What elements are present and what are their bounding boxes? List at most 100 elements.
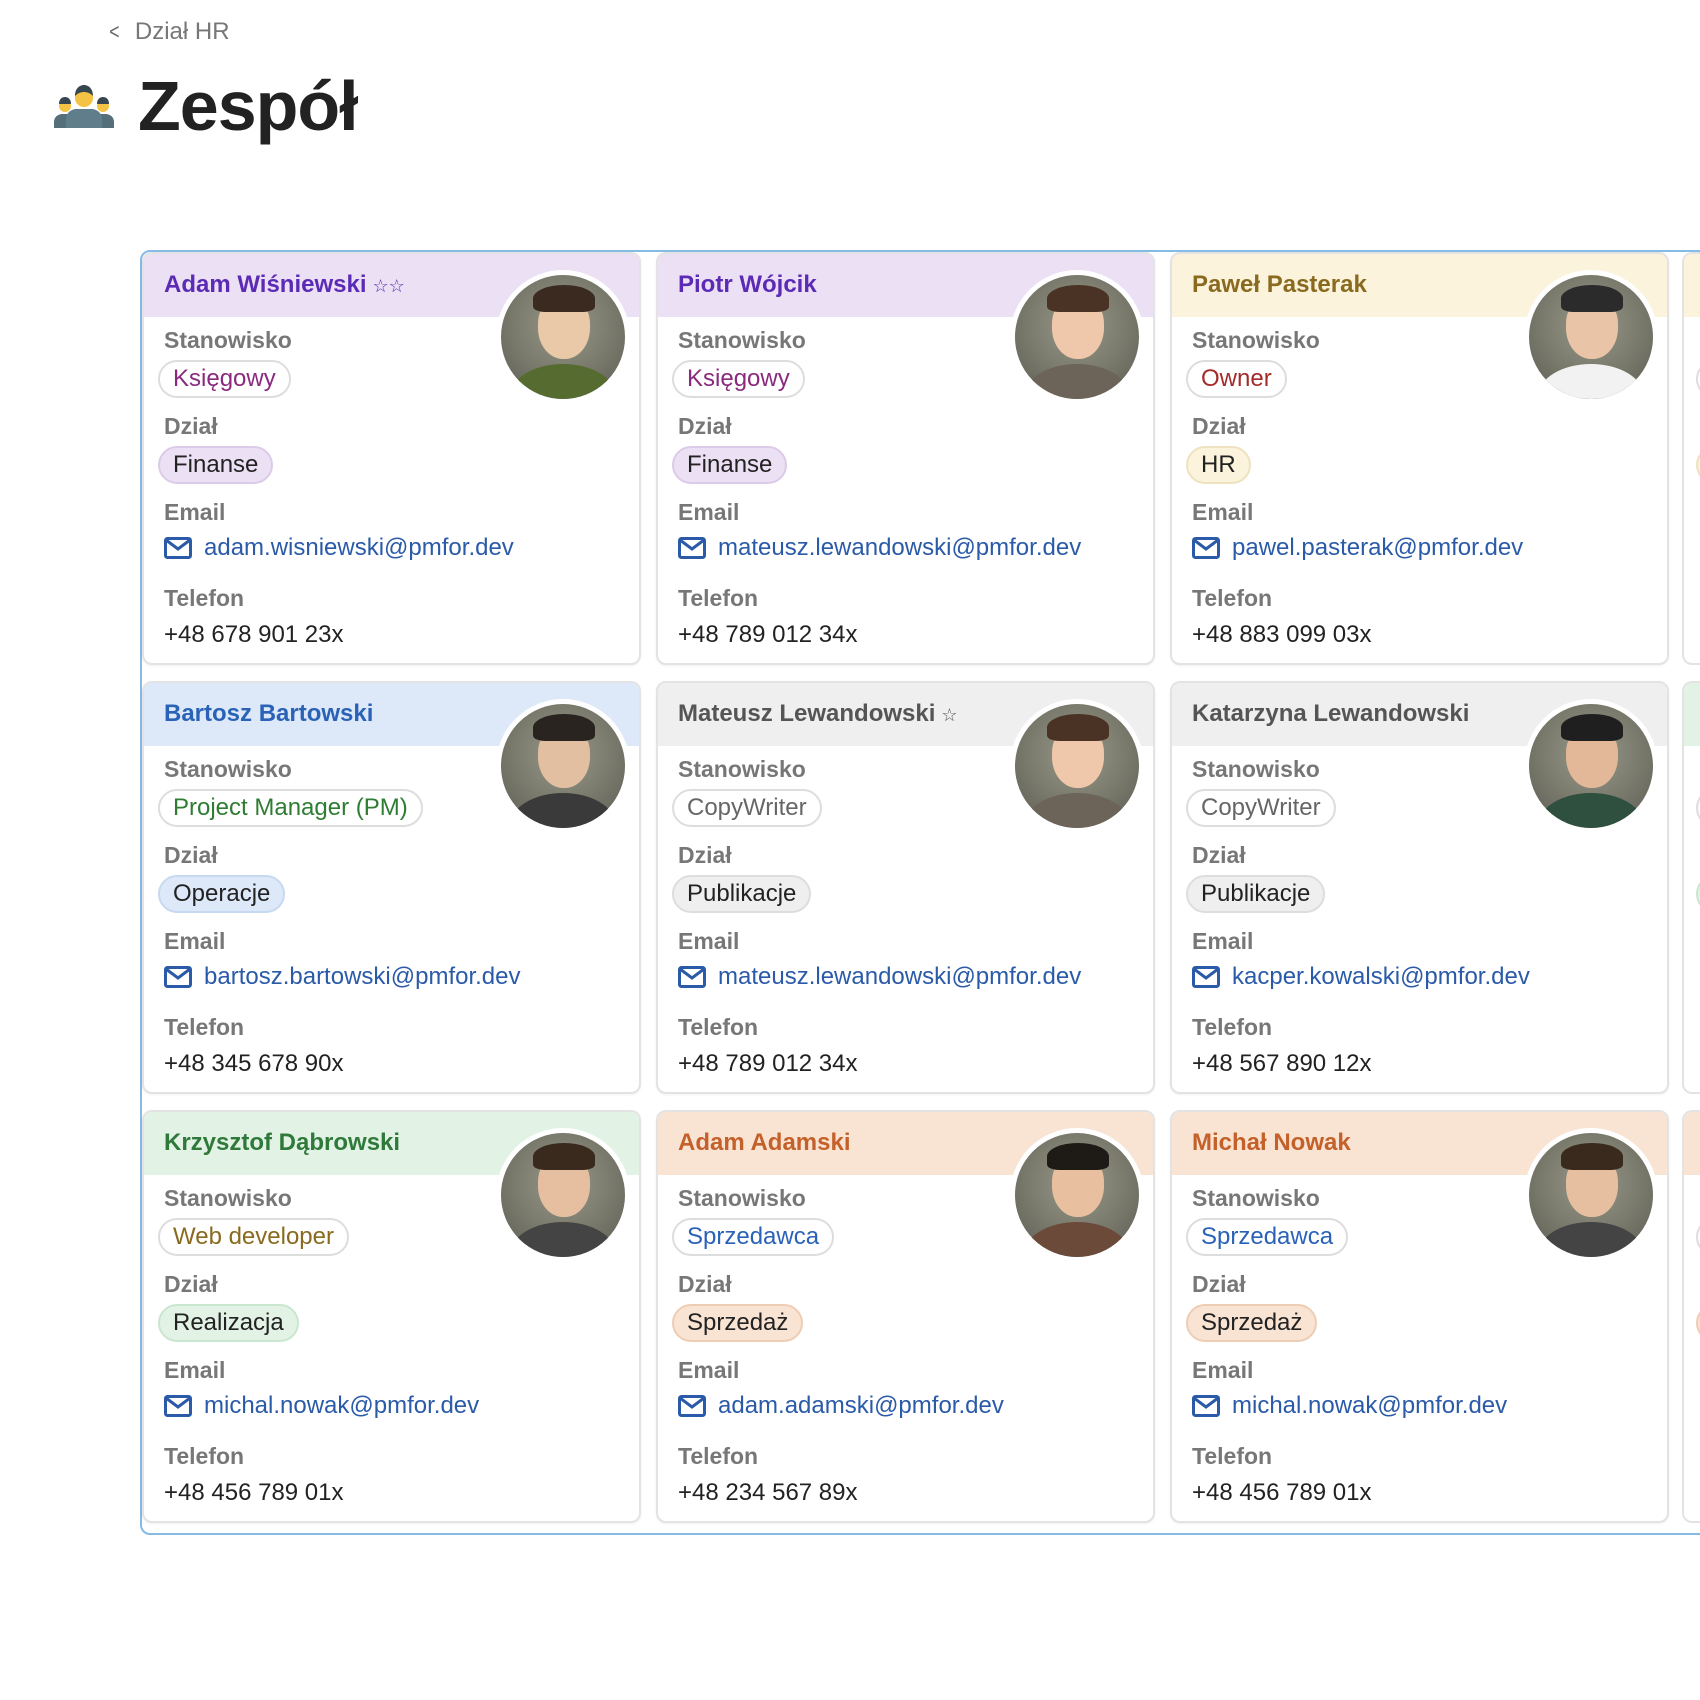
phone-label: Telefon bbox=[1192, 1443, 1273, 1469]
employee-card[interactable]: Adam Adamski Stanowisko Sprzedawca Dział… bbox=[656, 1110, 1155, 1523]
phone-label: Telefon bbox=[678, 585, 759, 611]
mail-icon bbox=[164, 537, 192, 559]
employee-name[interactable]: Adam Adamski bbox=[678, 1129, 857, 1157]
employee-card[interactable]: Krzysztof Dąbrowski Stanowisko Web devel… bbox=[142, 1110, 641, 1523]
phone-value: +48 678 901 23x bbox=[164, 621, 344, 648]
position-tag: CopyWriter bbox=[1186, 789, 1336, 827]
employee-name[interactable]: Katarzyna Lewandowski bbox=[1192, 700, 1475, 728]
mail-icon bbox=[678, 1395, 706, 1417]
phone-label: Telefon bbox=[164, 1014, 245, 1040]
mail-icon bbox=[1192, 966, 1220, 988]
position-label: Stanowisko bbox=[678, 327, 806, 353]
position-tag: Web developer bbox=[158, 1218, 349, 1256]
email-label: Email bbox=[164, 499, 226, 525]
email-link[interactable]: michal.nowak@pmfor.dev bbox=[1192, 1392, 1507, 1420]
department-tag: Sprzedaż bbox=[1186, 1304, 1318, 1342]
phone-label: Telefon bbox=[1192, 1014, 1273, 1040]
email-text: mateusz.lewandowski@pmfor.dev bbox=[718, 963, 1082, 990]
employee-name-text: Piotr Wójcik bbox=[678, 271, 817, 298]
position-label: Stanowisko bbox=[678, 756, 806, 782]
email-link[interactable]: michal.nowak@pmfor.dev bbox=[164, 1392, 479, 1420]
email-label: Email bbox=[164, 928, 226, 954]
email-link[interactable]: adam.wisniewski@pmfor.dev bbox=[164, 534, 514, 562]
employee-name[interactable]: Michał Nowak bbox=[1192, 1129, 1357, 1157]
position-label: Stanowisko bbox=[164, 756, 292, 782]
employee-name-text: Adam Wiśniewski bbox=[164, 271, 367, 298]
position-label: Stanowisko bbox=[1192, 1185, 1320, 1211]
employee-name[interactable]: Adam Wiśniewski ☆☆ bbox=[164, 271, 405, 299]
employee-name[interactable]: Mateusz Lewandowski ☆ bbox=[678, 700, 958, 728]
employee-card[interactable]: Bartosz Bartowski Stanowisko Project Man… bbox=[142, 681, 641, 1094]
email-text: adam.wisniewski@pmfor.dev bbox=[204, 534, 514, 561]
avatar bbox=[1524, 270, 1658, 404]
position-label: Stanowisko bbox=[1192, 327, 1320, 353]
star-rating-icon: ☆☆ bbox=[372, 276, 405, 296]
employee-name[interactable]: Bartosz Bartowski bbox=[164, 700, 379, 728]
mail-icon bbox=[1192, 537, 1220, 559]
email-link[interactable]: adam.adamski@pmfor.dev bbox=[678, 1392, 1004, 1420]
partial-card[interactable] bbox=[1682, 1110, 1700, 1523]
breadcrumb-label: Dział HR bbox=[134, 18, 230, 45]
phone-value: +48 789 012 34x bbox=[678, 1050, 858, 1077]
department-tag: Sprzedaż bbox=[672, 1304, 804, 1342]
department-label: Dział bbox=[164, 842, 218, 868]
employee-name-text: Katarzyna Lewandowski bbox=[1192, 700, 1470, 727]
employee-card[interactable]: Paweł Pasterak Stanowisko Owner Dział HR… bbox=[1170, 252, 1669, 665]
avatar bbox=[1010, 699, 1144, 833]
employee-card[interactable]: Katarzyna Lewandowski Stanowisko CopyWri… bbox=[1170, 681, 1669, 1094]
employee-name[interactable]: Krzysztof Dąbrowski bbox=[164, 1129, 406, 1157]
phone-value: +48 456 789 01x bbox=[1192, 1479, 1372, 1506]
department-tag: Publikacje bbox=[672, 875, 812, 913]
avatar bbox=[1524, 699, 1658, 833]
department-label: Dział bbox=[164, 413, 218, 439]
employee-name-text: Paweł Pasterak bbox=[1192, 271, 1367, 298]
avatar bbox=[496, 270, 630, 404]
avatar bbox=[1524, 1128, 1658, 1262]
email-text: michal.nowak@pmfor.dev bbox=[1232, 1392, 1508, 1419]
department-label: Dział bbox=[678, 842, 732, 868]
phone-value: +48 456 789 01x bbox=[164, 1479, 344, 1506]
employee-card[interactable]: Michał Nowak Stanowisko Sprzedawca Dział… bbox=[1170, 1110, 1669, 1523]
team-icon bbox=[54, 85, 114, 128]
position-label: Stanowisko bbox=[164, 1185, 292, 1211]
employee-name-text: Mateusz Lewandowski bbox=[678, 700, 936, 727]
email-label: Email bbox=[1192, 1357, 1254, 1383]
employee-name[interactable]: Paweł Pasterak bbox=[1192, 271, 1373, 299]
partial-card[interactable] bbox=[1682, 252, 1700, 665]
email-text: pawel.pasterak@pmfor.dev bbox=[1232, 534, 1524, 561]
page-title: Zespół bbox=[138, 67, 359, 145]
employee-card[interactable]: Adam Wiśniewski ☆☆ Stanowisko Księgowy Dz… bbox=[142, 252, 641, 665]
employee-card[interactable]: Mateusz Lewandowski ☆ Stanowisko CopyWrit… bbox=[656, 681, 1155, 1094]
breadcrumb-back-link[interactable]: < Dział HR bbox=[108, 18, 230, 46]
employee-card[interactable]: Piotr Wójcik Stanowisko Księgowy Dział F… bbox=[656, 252, 1155, 665]
email-link[interactable]: pawel.pasterak@pmfor.dev bbox=[1192, 534, 1523, 562]
department-tag: Finanse bbox=[672, 446, 788, 484]
email-link[interactable]: bartosz.bartowski@pmfor.dev bbox=[164, 963, 521, 991]
department-label: Dział bbox=[1192, 1271, 1246, 1297]
partial-card[interactable] bbox=[1682, 681, 1700, 1094]
phone-label: Telefon bbox=[164, 1443, 245, 1469]
employee-name-text: Krzysztof Dąbrowski bbox=[164, 1129, 401, 1156]
position-tag: Project Manager (PM) bbox=[158, 789, 423, 827]
email-link[interactable]: kacper.kowalski@pmfor.dev bbox=[1192, 963, 1530, 991]
position-tag: Owner bbox=[1186, 360, 1287, 398]
position-tag: Księgowy bbox=[158, 360, 291, 398]
page-header: Zespół bbox=[52, 66, 359, 146]
department-label: Dział bbox=[164, 1271, 218, 1297]
phone-label: Telefon bbox=[678, 1014, 759, 1040]
phone-label: Telefon bbox=[1192, 585, 1273, 611]
email-label: Email bbox=[1192, 499, 1254, 525]
email-link[interactable]: mateusz.lewandowski@pmfor.dev bbox=[678, 534, 1081, 562]
email-link[interactable]: mateusz.lewandowski@pmfor.dev bbox=[678, 963, 1081, 991]
position-tag: Sprzedawca bbox=[672, 1218, 835, 1256]
email-label: Email bbox=[164, 1357, 226, 1383]
department-tag: Publikacje bbox=[1186, 875, 1326, 913]
position-label: Stanowisko bbox=[1192, 756, 1320, 782]
employee-name-text: Adam Adamski bbox=[678, 1129, 851, 1156]
employee-name[interactable]: Piotr Wójcik bbox=[678, 271, 823, 299]
department-label: Dział bbox=[1192, 842, 1246, 868]
email-text: mateusz.lewandowski@pmfor.dev bbox=[718, 534, 1082, 561]
mail-icon bbox=[1192, 1395, 1220, 1417]
phone-value: +48 345 678 90x bbox=[164, 1050, 344, 1077]
mail-icon bbox=[678, 537, 706, 559]
